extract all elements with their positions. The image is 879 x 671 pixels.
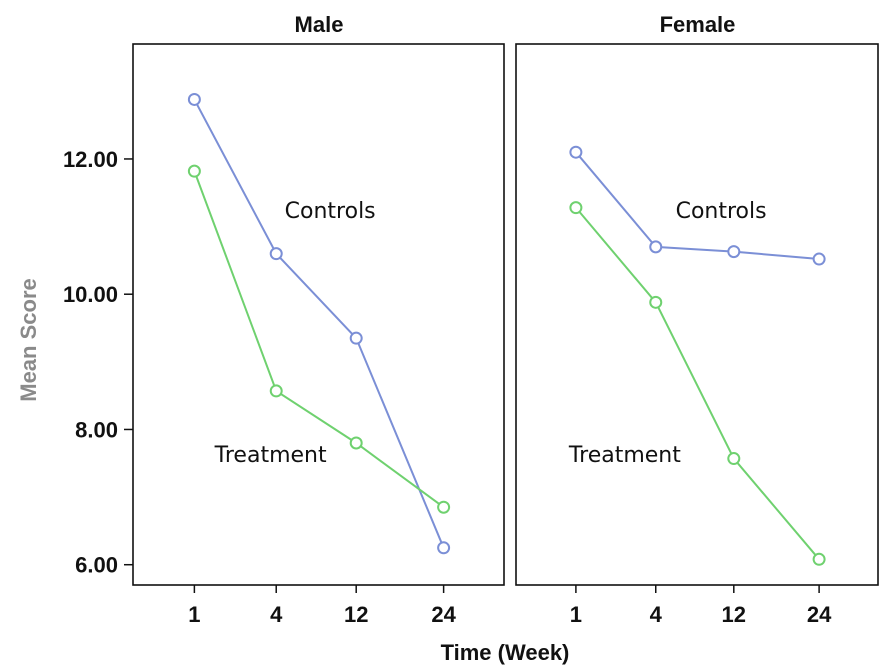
annotation-treatment: Treatment: [568, 443, 681, 468]
data-point-controls: [349, 331, 363, 345]
panel-male: Male 1 4 12 24 Controls Treatment: [132, 12, 505, 627]
data-point-controls: [812, 252, 826, 266]
y-axis: 6.00 8.00 10.00 12.00: [63, 147, 133, 578]
data-point-treatment: [812, 552, 826, 566]
x-tick-label: 24: [431, 602, 456, 627]
data-point-controls: [187, 92, 201, 106]
data-point-treatment: [269, 384, 283, 398]
x-tick-label: 1: [188, 602, 200, 627]
panel-female: Female 1 4 12 24 Controls Treatment: [515, 12, 879, 627]
y-tick-label: 12.00: [63, 147, 118, 172]
panel-title: Male: [295, 12, 344, 37]
x-tick-label: 1: [570, 602, 582, 627]
y-axis-title: Mean Score: [16, 278, 41, 402]
x-tick-label: 4: [650, 602, 663, 627]
data-point-treatment: [349, 436, 363, 450]
y-tick-label: 6.00: [75, 553, 118, 578]
panel-frame: [132, 43, 505, 586]
y-tick-label: 10.00: [63, 282, 118, 307]
annotation-controls: Controls: [285, 199, 376, 224]
series-line-controls: [575, 151, 820, 261]
y-tick-label: 8.00: [75, 417, 118, 442]
data-point-treatment: [187, 164, 201, 178]
series-line-controls: [193, 98, 445, 549]
series-line-treatment: [575, 207, 820, 560]
data-point-controls: [437, 541, 451, 555]
data-point-controls: [649, 240, 663, 254]
annotation-treatment: Treatment: [214, 443, 327, 468]
data-point-treatment: [649, 295, 663, 309]
series-line-treatment: [193, 170, 445, 509]
x-tick-label: 12: [344, 602, 368, 627]
annotation-controls: Controls: [676, 199, 767, 224]
x-tick-label: 4: [270, 602, 283, 627]
x-tick-label: 24: [807, 602, 832, 627]
data-point-treatment: [569, 201, 583, 215]
x-axis-title: Time (Week): [441, 640, 570, 665]
data-point-controls: [569, 145, 583, 159]
panel-frame: [515, 43, 879, 586]
panel-title: Female: [660, 12, 736, 37]
x-tick-label: 12: [722, 602, 746, 627]
data-point-controls: [727, 245, 741, 259]
data-point-treatment: [437, 500, 451, 514]
data-point-treatment: [727, 452, 741, 466]
data-point-controls: [269, 247, 283, 261]
